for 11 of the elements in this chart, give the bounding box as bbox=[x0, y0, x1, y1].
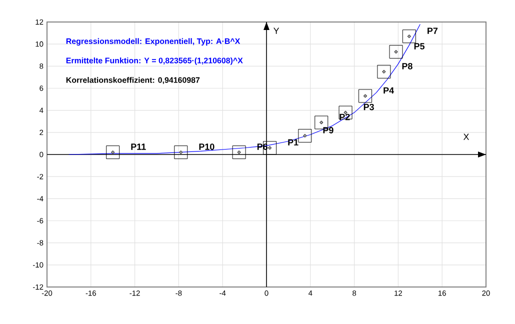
annotation: P11 bbox=[131, 144, 146, 150]
annotation: P3 bbox=[364, 104, 374, 110]
annotation: P8 bbox=[402, 62, 412, 70]
annotation: P7 bbox=[428, 28, 438, 34]
annotation: P5 bbox=[414, 43, 425, 50]
annotation: P4 bbox=[384, 87, 394, 94]
y-axis-title: Y bbox=[274, 28, 280, 34]
annotation: P9 bbox=[323, 127, 334, 134]
annotation: P10 bbox=[199, 144, 214, 150]
x-axis-title: X bbox=[463, 134, 470, 140]
annotation: P1 bbox=[288, 139, 298, 146]
